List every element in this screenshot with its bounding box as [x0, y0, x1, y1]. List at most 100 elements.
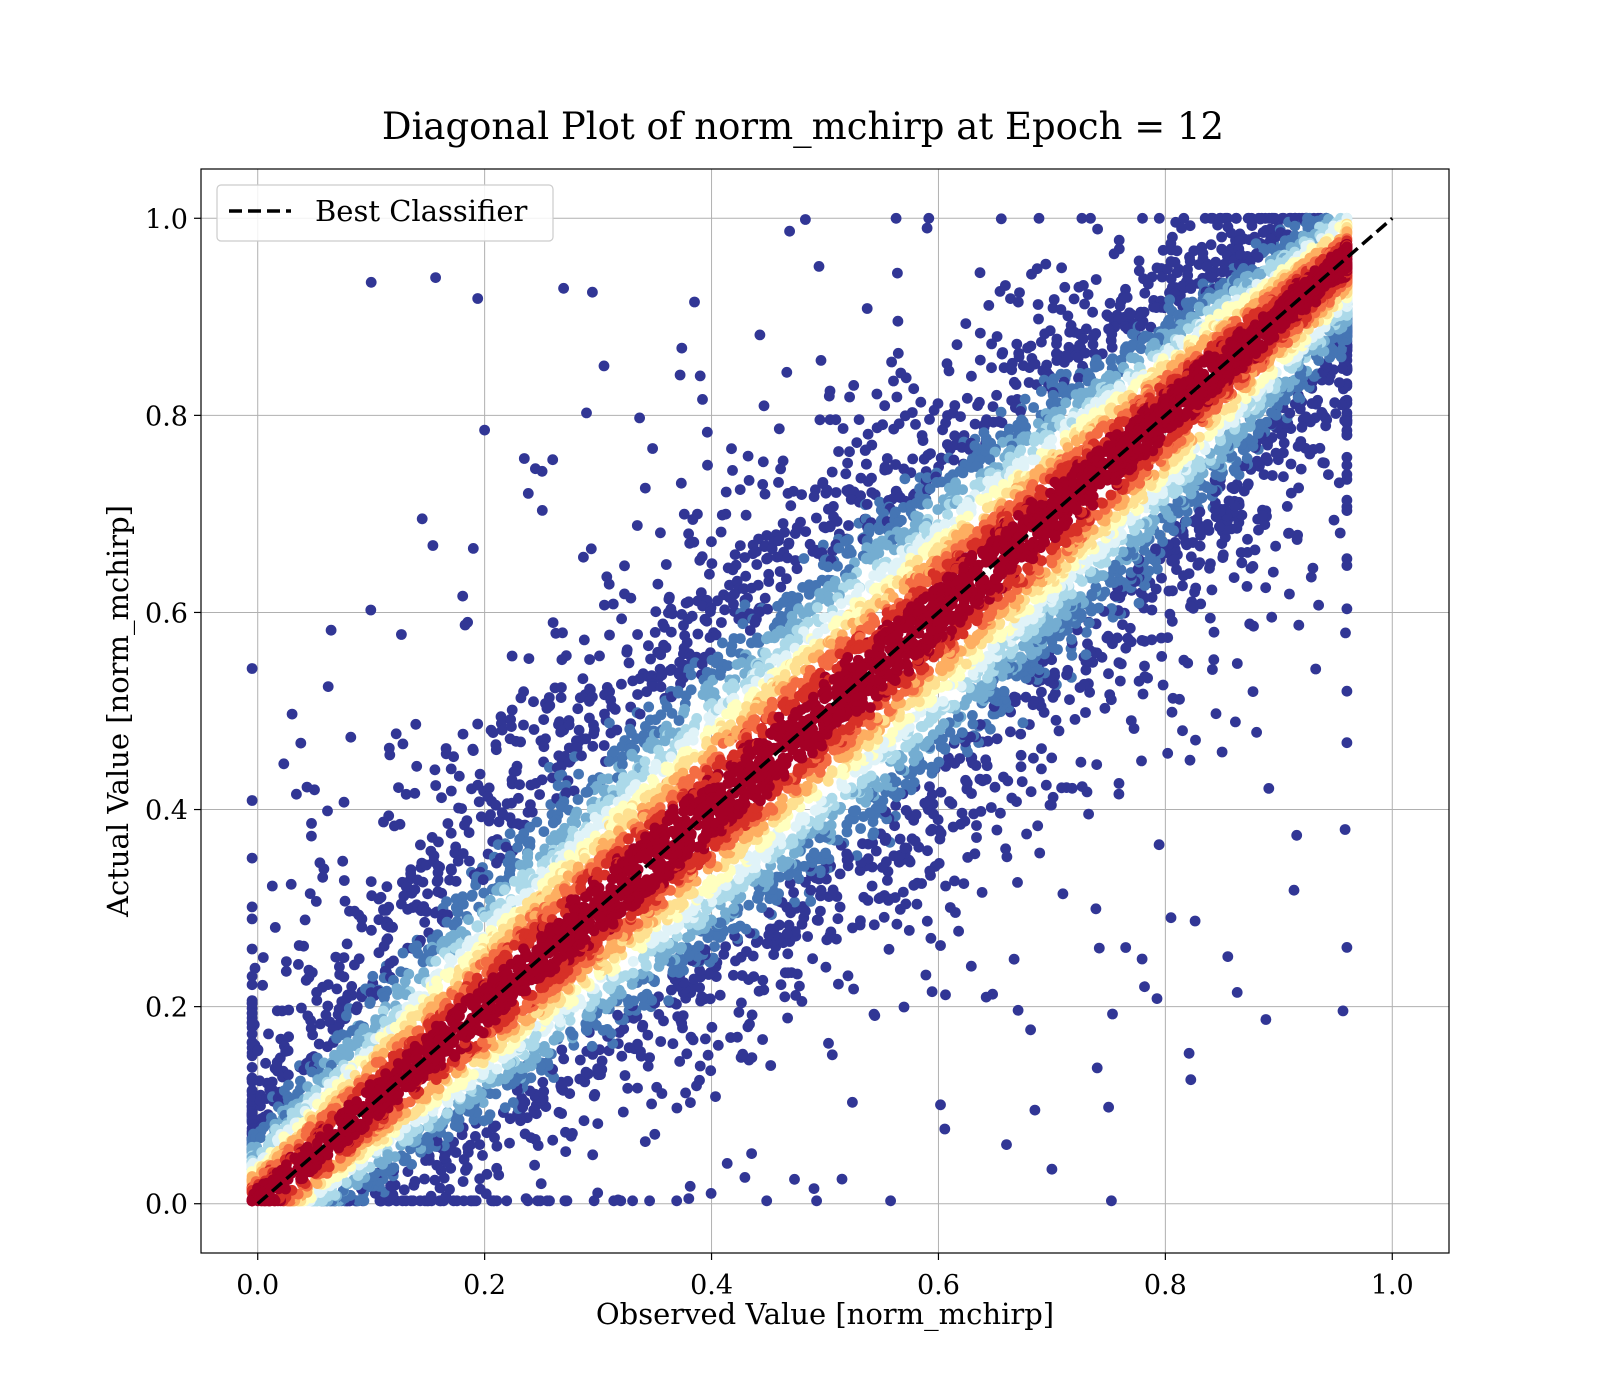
scatter-point	[1330, 408, 1342, 419]
scatter-point	[430, 780, 442, 791]
scatter-point	[246, 1028, 258, 1040]
scatter-point	[944, 902, 956, 913]
scatter-point	[1020, 691, 1032, 703]
scatter-point	[956, 807, 968, 819]
scatter-point	[883, 943, 895, 955]
scatter-point	[472, 293, 484, 304]
scatter-point	[445, 763, 457, 775]
scatter-point	[1028, 752, 1039, 764]
scatter-point	[1015, 761, 1027, 773]
scatter-point	[1125, 715, 1137, 726]
scatter-point	[788, 485, 799, 497]
scatter-point	[365, 276, 377, 288]
scatter-point	[282, 1045, 294, 1057]
scatter-point	[457, 728, 469, 740]
scatter-point	[1029, 1104, 1041, 1116]
scatter-point	[706, 536, 717, 548]
scatter-point	[1092, 223, 1103, 235]
scatter-point	[820, 847, 831, 859]
scatter-point	[1001, 851, 1013, 863]
scatter-point	[525, 1132, 537, 1143]
scatter-point	[474, 1139, 486, 1150]
scatter-point	[900, 778, 912, 790]
scatter-point	[899, 473, 911, 485]
scatter-point	[598, 740, 610, 751]
scatter-point	[1292, 392, 1304, 403]
scatter-point	[736, 970, 748, 981]
scatter-point	[432, 874, 444, 886]
scatter-point	[692, 628, 704, 640]
scatter-point	[1283, 527, 1295, 539]
scatter-point	[908, 383, 920, 395]
scatter-point	[995, 213, 1007, 225]
scatter-point	[915, 396, 927, 408]
scatter-point	[1341, 415, 1353, 427]
scatter-point	[557, 627, 568, 639]
scatter-point	[1142, 672, 1153, 684]
scatter-point	[1293, 619, 1305, 631]
scatter-point	[935, 940, 946, 951]
scatter-point	[781, 366, 793, 378]
scatter-point	[991, 331, 1003, 342]
scatter-point	[791, 563, 803, 575]
scatter-point	[1212, 219, 1223, 231]
scatter-point	[693, 940, 705, 952]
scatter-point	[281, 956, 292, 967]
scatter-point	[246, 913, 258, 925]
scatter-point	[594, 650, 605, 662]
scatter-point	[269, 922, 281, 933]
scatter-point	[538, 741, 550, 753]
scatter-point	[858, 891, 870, 903]
scatter-point	[751, 559, 763, 570]
scatter-point	[442, 818, 454, 829]
scatter-point	[1316, 407, 1328, 418]
scatter-point	[547, 617, 559, 628]
scatter-point	[784, 225, 795, 237]
scatter-point	[1013, 351, 1025, 363]
scatter-point	[611, 724, 623, 736]
scatter-point	[1076, 781, 1088, 792]
scatter-point	[726, 443, 737, 455]
scatter-point	[477, 1150, 488, 1161]
scatter-point	[927, 729, 939, 741]
scatter-point	[808, 491, 820, 503]
scatter-point	[356, 921, 368, 933]
scatter-point	[1206, 584, 1218, 596]
scatter-point	[773, 477, 784, 488]
scatter-point	[1267, 566, 1279, 578]
scatter-point	[311, 995, 323, 1006]
scatter-point	[974, 773, 986, 785]
scatter-point	[739, 1172, 751, 1183]
scatter-point	[1217, 549, 1229, 561]
scatter-point	[488, 1195, 500, 1207]
scatter-point	[730, 955, 741, 967]
scatter-point	[1156, 271, 1168, 283]
scatter-point	[1075, 756, 1087, 768]
scatter-point	[397, 738, 409, 750]
scatter-point	[694, 1060, 706, 1072]
scatter-point	[655, 527, 666, 539]
scatter-point	[949, 875, 960, 887]
scatter-point	[820, 961, 832, 973]
scatter-point	[1231, 658, 1243, 669]
scatter-point	[631, 520, 643, 531]
scatter-point	[1073, 281, 1085, 293]
scatter-point	[965, 960, 977, 972]
scatter-point	[1010, 692, 1022, 703]
scatter-point	[1317, 457, 1329, 469]
scatter-point	[1087, 306, 1098, 318]
scatter-point	[991, 389, 1002, 401]
scatter-point	[246, 1062, 258, 1073]
scatter-point	[684, 1180, 696, 1192]
scatter-point	[609, 704, 621, 715]
scatter-point	[779, 991, 791, 1003]
scatter-point	[750, 546, 762, 557]
scatter-point	[1225, 227, 1237, 239]
scatter-point	[499, 884, 510, 896]
scatter-point	[283, 1031, 294, 1043]
scatter-point	[304, 888, 316, 899]
scatter-point	[398, 1184, 410, 1196]
scatter-point	[744, 1018, 755, 1030]
scatter-point	[514, 779, 525, 790]
scatter-point	[953, 925, 964, 937]
